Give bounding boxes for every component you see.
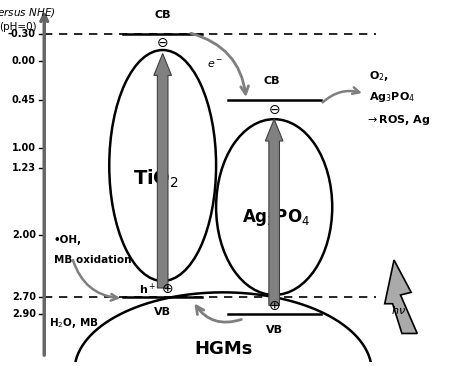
Polygon shape [154, 53, 172, 288]
Text: VB: VB [154, 307, 171, 317]
Text: $V$(versus NHE): $V$(versus NHE) [0, 6, 55, 19]
Text: -0.30: -0.30 [8, 29, 36, 39]
Text: $\rightarrow$ROS, Ag: $\rightarrow$ROS, Ag [365, 113, 430, 127]
Text: •OH,: •OH, [54, 235, 82, 245]
Text: 0.45: 0.45 [12, 95, 36, 105]
Text: $\ominus$: $\ominus$ [268, 103, 280, 117]
Text: $\ominus$: $\ominus$ [156, 36, 169, 50]
Text: VB: VB [265, 325, 283, 335]
Text: Ag$_3$PO$_4$: Ag$_3$PO$_4$ [369, 90, 416, 104]
Text: h$^+$: h$^+$ [139, 281, 156, 296]
Text: $\oplus$: $\oplus$ [268, 299, 280, 313]
Text: 1.23: 1.23 [12, 163, 36, 173]
Text: $\oplus$: $\oplus$ [161, 282, 173, 296]
Text: $h\nu$: $h\nu$ [391, 304, 406, 316]
Text: Ag$_3$PO$_4$: Ag$_3$PO$_4$ [243, 208, 310, 228]
Text: MB oxidation: MB oxidation [54, 255, 131, 265]
Text: 2.90: 2.90 [12, 309, 36, 319]
Text: 2.70: 2.70 [12, 292, 36, 302]
Text: CB: CB [264, 76, 280, 86]
Text: 2.00: 2.00 [12, 231, 36, 240]
Text: HGMs: HGMs [194, 340, 252, 358]
Text: 1.00: 1.00 [12, 143, 36, 153]
Text: CB: CB [155, 10, 171, 20]
Text: H$_2$O, MB: H$_2$O, MB [49, 316, 99, 330]
Text: e$^-$: e$^-$ [207, 59, 223, 71]
Text: (pH=0): (pH=0) [0, 22, 36, 32]
Text: TiO$_2$: TiO$_2$ [133, 168, 179, 190]
Polygon shape [265, 119, 283, 306]
Text: O$_2$,: O$_2$, [369, 69, 389, 83]
Text: 0.00: 0.00 [12, 56, 36, 66]
Polygon shape [385, 260, 417, 333]
